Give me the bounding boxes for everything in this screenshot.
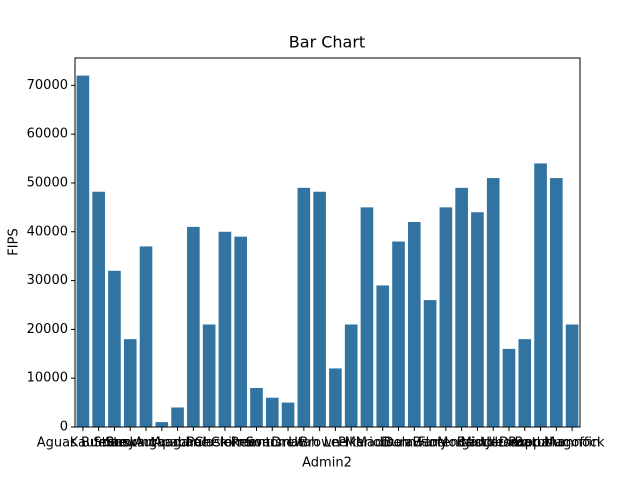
x-tick-label: Marion xyxy=(345,436,389,451)
x-tick-label: Drew xyxy=(271,436,305,451)
y-tick-label: 30000 xyxy=(27,273,68,288)
bar xyxy=(407,222,421,427)
bar xyxy=(218,231,232,427)
bar xyxy=(171,407,184,427)
x-tick-label: Rappahannock xyxy=(508,436,605,451)
x-tick-label: Rockingham xyxy=(106,436,186,451)
bar xyxy=(423,300,437,427)
x-tick-label: Lee xyxy=(324,436,347,451)
x-tick-label: Pike xyxy=(338,436,364,451)
x-tick-label: Lane xyxy=(178,436,209,451)
bar xyxy=(439,207,453,427)
x-tick-label: Autauga xyxy=(134,436,189,451)
bar xyxy=(297,187,311,427)
plot-frame xyxy=(74,57,581,428)
x-tick-label: Madison xyxy=(356,436,410,451)
bar xyxy=(281,402,295,427)
y-tick-label: 0 xyxy=(60,420,68,435)
x-tick-label: Clermont xyxy=(211,436,271,451)
x-tick-label: Aguas Buenas xyxy=(37,436,130,451)
bar xyxy=(155,422,169,427)
x-tick-label: Florence xyxy=(418,436,474,451)
y-tick-label: 50000 xyxy=(27,175,68,190)
y-tick-label: 20000 xyxy=(27,322,68,337)
bar xyxy=(344,324,358,427)
x-tick-label: Middlesex xyxy=(461,436,526,451)
bar xyxy=(329,368,342,427)
x-tick-label: Dunn xyxy=(381,436,416,451)
y-tick-label: 40000 xyxy=(27,224,68,239)
bar xyxy=(550,178,563,427)
bar xyxy=(455,187,468,427)
bar xyxy=(187,226,200,427)
x-tick-label: Jerome xyxy=(485,436,532,451)
bar xyxy=(360,207,374,427)
x-tick-label: Utah xyxy=(288,436,319,451)
bar xyxy=(76,75,90,428)
bar xyxy=(139,246,153,427)
x-axis-label: Admin2 xyxy=(302,456,352,471)
bar xyxy=(123,339,137,427)
x-tick-label: Storey xyxy=(93,436,135,451)
bar xyxy=(376,285,390,427)
x-tick-label: Cherokee xyxy=(194,436,255,451)
x-tick-label: Sonoma xyxy=(246,436,299,451)
bar xyxy=(250,387,263,427)
y-tick-label: 60000 xyxy=(27,127,68,142)
bar xyxy=(471,212,484,427)
bar xyxy=(202,324,216,427)
bar xyxy=(392,241,405,427)
bar xyxy=(265,397,279,427)
bar xyxy=(108,270,121,427)
x-tick-label: Brown xyxy=(299,436,340,451)
bar xyxy=(565,324,579,427)
x-tick-label: Bristol xyxy=(457,436,498,451)
x-tick-label: Magoffin xyxy=(544,436,600,451)
x-tick-label: Prowers xyxy=(231,436,283,451)
bar xyxy=(486,178,500,427)
bar xyxy=(518,339,532,427)
bar xyxy=(92,191,105,427)
x-tick-label: Kaufman xyxy=(70,436,128,451)
bar xyxy=(502,348,516,427)
x-tick-label: Apache xyxy=(153,436,202,451)
y-tick-label: 10000 xyxy=(27,371,68,386)
chart-title: Bar Chart xyxy=(289,33,365,52)
y-axis-label: FIPS xyxy=(7,228,22,255)
x-tick-label: Delaware xyxy=(384,436,445,451)
bar xyxy=(234,236,248,427)
x-tick-label: Barbour xyxy=(515,436,568,451)
x-tick-label: Decatur xyxy=(499,436,551,451)
bar xyxy=(313,191,326,427)
bar xyxy=(534,163,547,427)
x-tick-label: Pulaski xyxy=(186,436,231,451)
x-tick-label: Morgan xyxy=(437,436,486,451)
x-tick-label: Stewart xyxy=(105,436,155,451)
x-tick-label: Barry xyxy=(413,436,448,451)
y-tick-label: 70000 xyxy=(27,78,68,93)
